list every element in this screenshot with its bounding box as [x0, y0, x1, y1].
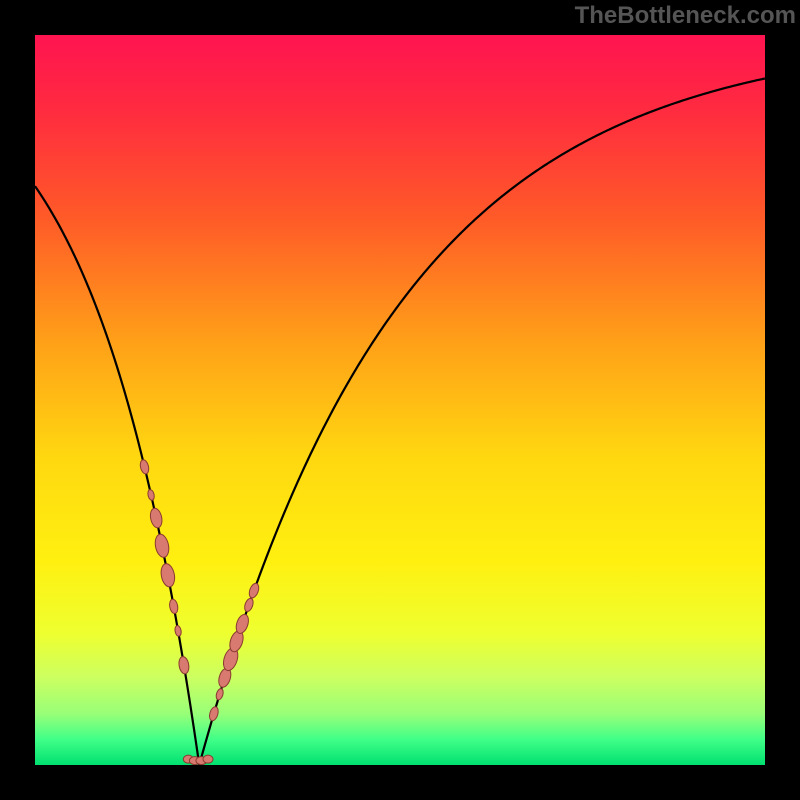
gradient-background — [35, 35, 765, 765]
curve-marker — [203, 755, 213, 763]
plot-svg — [35, 35, 765, 765]
chart-container: TheBottleneck.com — [0, 0, 800, 800]
plot-area — [35, 35, 765, 765]
watermark-text: TheBottleneck.com — [575, 2, 796, 30]
